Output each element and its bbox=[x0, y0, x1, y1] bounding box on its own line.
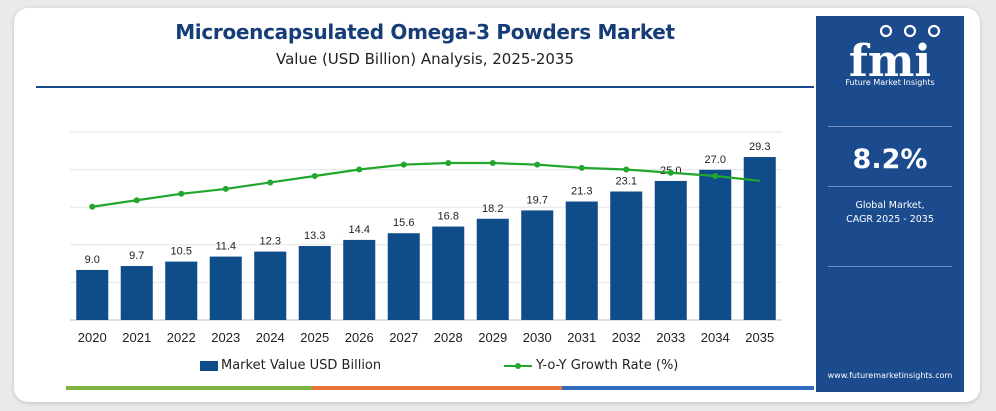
x-tick-2020: 2020 bbox=[78, 330, 107, 345]
bar-2021 bbox=[120, 266, 153, 320]
growth-point-2020 bbox=[89, 203, 96, 210]
x-tick-2027: 2027 bbox=[389, 330, 418, 345]
accent-bar-blue bbox=[562, 386, 814, 390]
bar-label-2029: 18.2 bbox=[482, 203, 503, 215]
bar-label-2027: 15.6 bbox=[393, 217, 414, 229]
bar-label-2030: 19.7 bbox=[527, 194, 548, 206]
x-tick-2024: 2024 bbox=[256, 330, 285, 345]
growth-line bbox=[92, 161, 760, 208]
legend-bar-swatch bbox=[200, 360, 218, 371]
growth-point-2027 bbox=[400, 161, 407, 168]
x-tick-2023: 2023 bbox=[211, 330, 240, 345]
legend-bar-label: Market Value USD Billion bbox=[221, 358, 382, 373]
growth-point-2025 bbox=[311, 172, 318, 179]
side-panel: fmi Future Market Insights 8.2% Global M… bbox=[816, 16, 964, 392]
bar-label-2021: 9.7 bbox=[129, 250, 144, 262]
cagr-label-line1: Global Market, bbox=[855, 200, 925, 211]
bar-label-2032: 23.1 bbox=[616, 176, 637, 188]
bar-2031 bbox=[565, 201, 598, 320]
bar-2032 bbox=[610, 191, 643, 320]
bar-label-2034: 27.0 bbox=[705, 154, 726, 166]
cagr-label: Global Market, CAGR 2025 - 2035 bbox=[816, 199, 964, 227]
legend-line-label: Y-o-Y Growth Rate (%) bbox=[536, 358, 679, 373]
fmi-logo: fmi bbox=[849, 24, 941, 80]
bar-label-2024: 12.3 bbox=[260, 236, 281, 248]
bar-2034 bbox=[699, 169, 732, 320]
bar-label-2028: 16.8 bbox=[438, 211, 459, 223]
bar-label-2022: 10.5 bbox=[171, 246, 192, 258]
cagr-label-line2: CAGR 2025 - 2035 bbox=[846, 214, 934, 225]
bar-2020 bbox=[76, 269, 109, 320]
website-url: www.futuremarketinsights.com bbox=[827, 371, 953, 380]
x-tick-2030: 2030 bbox=[523, 330, 552, 345]
x-tick-2021: 2021 bbox=[122, 330, 151, 345]
chart-title: Microencapsulated Omega-3 Powders Market bbox=[175, 20, 675, 44]
bar-2029 bbox=[476, 218, 509, 320]
bar-2024 bbox=[254, 251, 287, 320]
accent-bar-green bbox=[66, 386, 312, 390]
bar-label-2023: 11.4 bbox=[215, 241, 236, 253]
legend-line: Y-o-Y Growth Rate (%) bbox=[504, 358, 678, 373]
growth-point-2022 bbox=[178, 190, 185, 197]
growth-point-2030 bbox=[534, 161, 541, 168]
bar-2025 bbox=[298, 246, 331, 320]
logo-wordmark: fmi bbox=[849, 36, 931, 80]
growth-point-2034 bbox=[712, 172, 719, 179]
growth-point-2021 bbox=[133, 197, 140, 204]
legend-line-swatch bbox=[504, 362, 532, 369]
cagr-value: 8.2% bbox=[852, 144, 928, 175]
bar-2027 bbox=[387, 233, 420, 320]
side-divider-mid bbox=[828, 186, 952, 187]
bar-2035 bbox=[743, 157, 776, 320]
growth-point-2032 bbox=[623, 166, 630, 173]
growth-point-2024 bbox=[267, 179, 274, 186]
side-divider-top bbox=[828, 126, 952, 127]
bar-2028 bbox=[432, 226, 465, 320]
growth-point-2029 bbox=[489, 160, 496, 167]
bar-label-2031: 21.3 bbox=[571, 186, 592, 198]
x-tick-2033: 2033 bbox=[656, 330, 685, 345]
bar-label-2035: 29.3 bbox=[749, 141, 770, 153]
x-tick-2026: 2026 bbox=[345, 330, 374, 345]
logo-caption: Future Market Insights bbox=[845, 78, 935, 87]
side-divider-bottom bbox=[828, 266, 952, 267]
legend-bar: Market Value USD Billion bbox=[200, 358, 381, 373]
growth-point-2023 bbox=[222, 185, 229, 192]
bar-label-2026: 14.4 bbox=[349, 224, 370, 236]
bar-2023 bbox=[209, 256, 242, 320]
growth-point-2028 bbox=[445, 160, 452, 167]
x-tick-2029: 2029 bbox=[478, 330, 507, 345]
chart-subtitle: Value (USD Billion) Analysis, 2025-2035 bbox=[276, 50, 574, 68]
bar-label-2025: 13.3 bbox=[304, 230, 325, 242]
x-tick-2035: 2035 bbox=[745, 330, 774, 345]
growth-point-2031 bbox=[578, 164, 585, 171]
bar-2033 bbox=[654, 180, 687, 320]
x-tick-2031: 2031 bbox=[567, 330, 596, 345]
title-divider bbox=[36, 86, 814, 88]
x-tick-2034: 2034 bbox=[701, 330, 730, 345]
bar-2022 bbox=[165, 261, 198, 320]
accent-bar-orange bbox=[312, 386, 562, 390]
bar-line-chart: 9.0 2020 9.7 2021 10.5 2022 11.4 2023 12.3 2024 13… bbox=[70, 131, 782, 345]
growth-point-2033 bbox=[667, 169, 674, 176]
x-tick-2032: 2032 bbox=[612, 330, 641, 345]
bar-2026 bbox=[343, 239, 376, 320]
x-tick-2025: 2025 bbox=[300, 330, 329, 345]
bar-label-2020: 9.0 bbox=[85, 254, 100, 266]
growth-point-2026 bbox=[356, 166, 363, 173]
x-tick-2022: 2022 bbox=[167, 330, 196, 345]
bar-2030 bbox=[521, 210, 554, 320]
x-tick-2028: 2028 bbox=[434, 330, 463, 345]
